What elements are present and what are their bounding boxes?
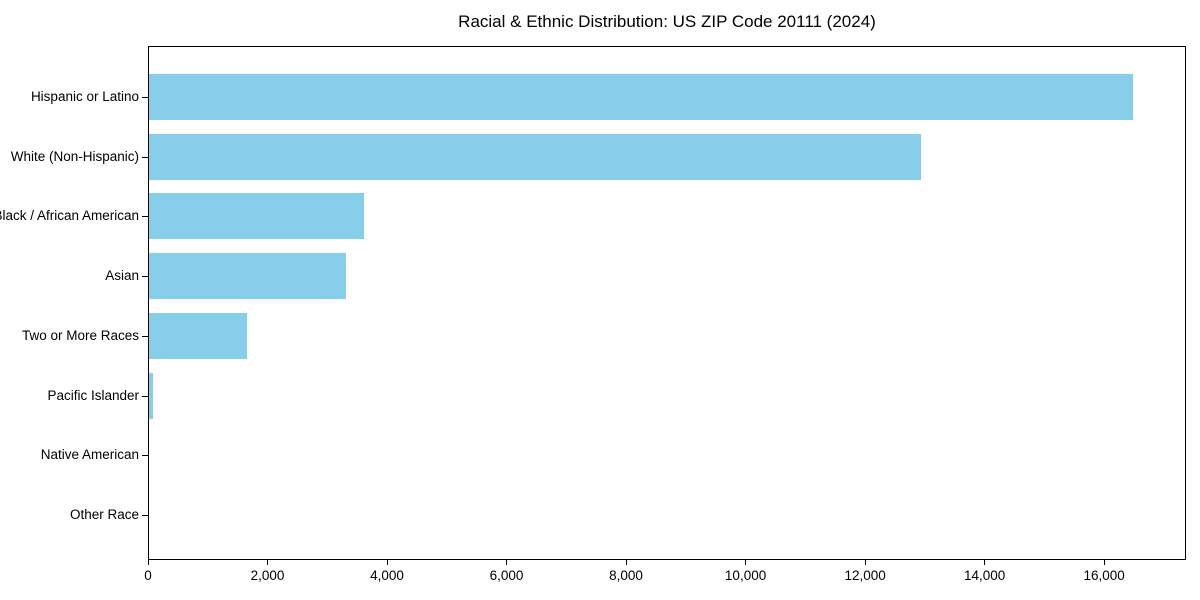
y-tick-mark [142, 514, 148, 516]
bar [149, 74, 1134, 120]
x-tick-label: 12,000 [844, 568, 886, 583]
y-axis-category-label: Hispanic or Latino [30, 89, 139, 104]
y-tick-mark [142, 216, 148, 218]
x-tick-mark [1103, 560, 1105, 565]
y-axis-category-label: Other Race [69, 506, 139, 522]
y-tick-mark [142, 395, 148, 397]
y-axis-category-label: Pacific Islander [47, 387, 139, 403]
x-tick-label: 0 [144, 568, 152, 583]
bar [149, 372, 154, 419]
x-tick-mark [984, 560, 986, 565]
x-tick-mark [267, 560, 269, 565]
y-axis-category-label: Two or More Races [21, 327, 139, 343]
plot-area [148, 46, 1186, 560]
x-tick-label: 14,000 [963, 568, 1006, 583]
x-tick-mark [745, 560, 747, 565]
x-tick-label: 6,000 [489, 568, 524, 583]
y-tick-mark [142, 335, 148, 337]
x-tick-mark [147, 560, 149, 565]
y-tick-mark [142, 276, 148, 278]
x-tick-label: 8,000 [609, 568, 643, 583]
y-tick-mark [142, 455, 148, 457]
y-tick-mark [142, 97, 148, 98]
x-tick-label: 10,000 [724, 568, 767, 583]
bar [149, 312, 248, 359]
x-tick-label: 4,000 [370, 568, 404, 583]
y-axis-category-label: Black / African American [0, 208, 139, 224]
x-tick-mark [625, 560, 627, 565]
y-axis-category-label: White (Non-Hispanic) [10, 148, 139, 164]
bar [149, 253, 346, 300]
x-tick-label: 2,000 [250, 568, 285, 583]
bar [149, 133, 922, 180]
x-tick-mark [386, 560, 388, 565]
x-tick-mark [506, 560, 508, 565]
y-tick-mark [142, 156, 148, 158]
bar [149, 193, 364, 240]
y-axis-category-label: Asian [105, 268, 139, 284]
x-tick-label: 16,000 [1083, 568, 1125, 583]
x-tick-mark [864, 560, 866, 565]
y-axis-category-label: Native American [40, 447, 139, 463]
chart-title: Racial & Ethnic Distribution: US ZIP Cod… [458, 12, 876, 31]
